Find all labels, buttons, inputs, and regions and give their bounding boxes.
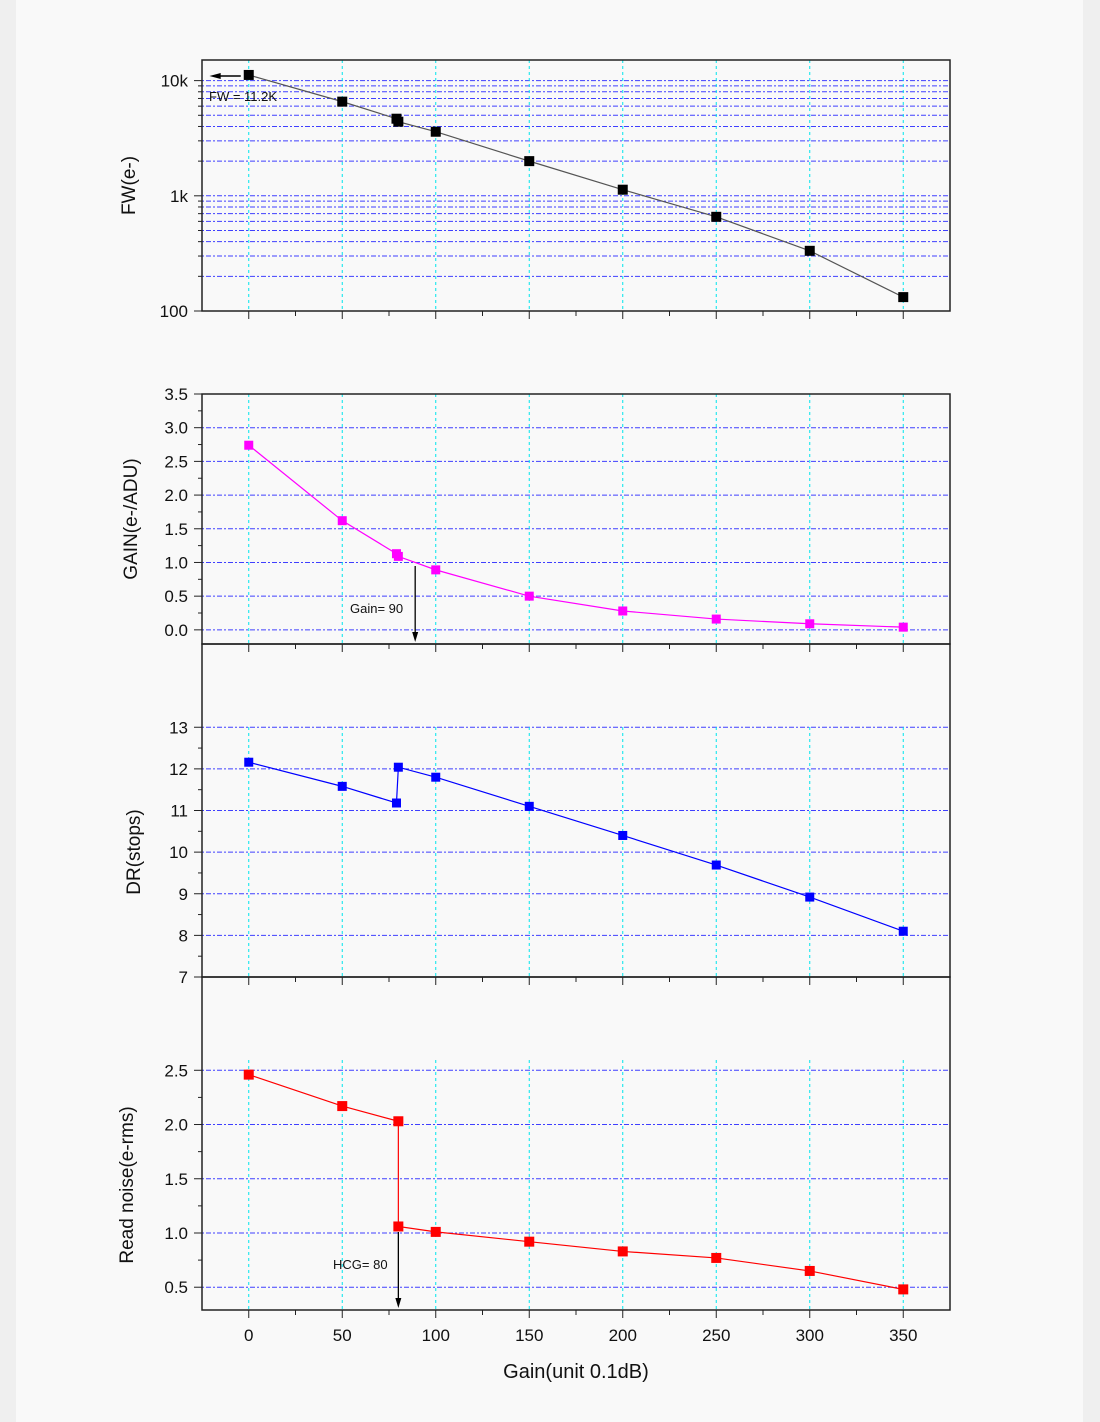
x-tick-label: 200 [609,1326,637,1345]
data-point-fw [393,116,404,127]
y-tick-label: 2.5 [164,1061,188,1080]
data-point-rn [393,1221,404,1232]
y-tick-label: 13 [169,718,188,737]
x-axis-label: Gain(unit 0.1dB) [503,1361,649,1383]
y-axis-label: DR(stops) [124,809,145,895]
data-point-dr [524,801,534,811]
series-line-fw [248,74,904,298]
data-point-fw [337,96,348,107]
y-tick-label: 100 [160,302,188,321]
data-point-dr [805,892,815,902]
data-point-gain [337,516,347,526]
y-tick-label: 2.0 [164,1116,188,1135]
y-tick-label: 2.0 [164,486,188,505]
plot-frame [201,59,951,312]
data-point-gain [524,591,534,601]
y-axis-label: GAIN(e-/ADU) [121,458,142,579]
y-tick-label: 9 [179,885,188,904]
y-axis-label: Read noise(e-rms) [117,1106,138,1263]
series-line-gain [248,444,904,628]
data-point-dr [391,798,401,808]
data-point-rn [393,1116,404,1127]
data-point-gain [244,440,254,450]
plot-frame [201,393,951,645]
y-tick-label: 3.0 [164,419,188,438]
y-axis-label: FW(e-) [119,156,140,215]
data-point-fw [430,126,441,137]
x-tick-label: 100 [422,1326,450,1345]
y-tick-label: 0.5 [164,587,188,606]
x-tick-label: 50 [333,1326,352,1345]
arrow-head-icon [412,632,419,642]
data-point-dr [898,926,908,936]
y-tick-label: 1.0 [164,1224,188,1243]
x-tick-label: 150 [515,1326,543,1345]
data-point-fw [524,156,535,167]
series-line-rn [248,1074,904,1290]
data-point-dr [244,757,254,767]
y-tick-label: 3.5 [164,385,188,404]
annotation-rn: HCG= 80 [333,1257,388,1272]
y-tick-label: 10 [169,843,188,862]
y-tick-label: 0.5 [164,1278,188,1297]
y-tick-label: 1.5 [164,1170,188,1189]
x-tick-label: 350 [889,1326,917,1345]
y-tick-label: 8 [179,926,188,945]
data-point-gain [431,565,441,575]
data-point-rn [337,1101,348,1112]
series-line-dr [248,761,904,932]
data-point-gain [898,622,908,632]
annotation-fw: FW = 11.2K [209,89,277,104]
y-tick-label: 2.5 [164,452,188,471]
y-tick-label: 1.5 [164,520,188,539]
data-point-dr [393,762,403,772]
data-point-fw [617,184,628,195]
data-point-gain [805,619,815,629]
data-point-gain [618,606,628,616]
y-tick-label: 1.0 [164,553,188,572]
data-point-dr [337,781,347,791]
data-point-fw [243,69,254,80]
data-point-rn [617,1246,628,1257]
data-point-rn [804,1265,815,1276]
data-point-rn [711,1252,722,1263]
data-point-dr [618,830,628,840]
data-point-dr [711,860,721,870]
x-tick-label: 0 [244,1326,253,1345]
y-tick-label: 1k [170,187,188,206]
y-tick-label: 11 [170,802,188,821]
y-tick-label: 0.0 [164,621,188,640]
data-point-rn [898,1284,909,1295]
data-point-rn [430,1226,441,1237]
y-tick-label: 10k [161,72,189,91]
arrow-head-icon [395,1298,402,1308]
data-point-gain [393,551,403,561]
data-point-gain [711,614,721,624]
y-tick-label: 7 [179,968,188,987]
data-point-fw [804,245,815,256]
x-tick-label: 250 [702,1326,730,1345]
y-tick-label: 12 [169,760,188,779]
figure-background [16,0,1083,1422]
data-point-dr [431,772,441,782]
plot-frame [201,976,951,1311]
data-point-rn [524,1236,535,1247]
data-point-rn [243,1069,254,1080]
data-point-fw [898,292,909,303]
data-point-fw [711,211,722,222]
annotation-gain: Gain= 90 [350,601,403,616]
arrow-head-icon [209,72,221,79]
x-tick-label: 300 [796,1326,824,1345]
